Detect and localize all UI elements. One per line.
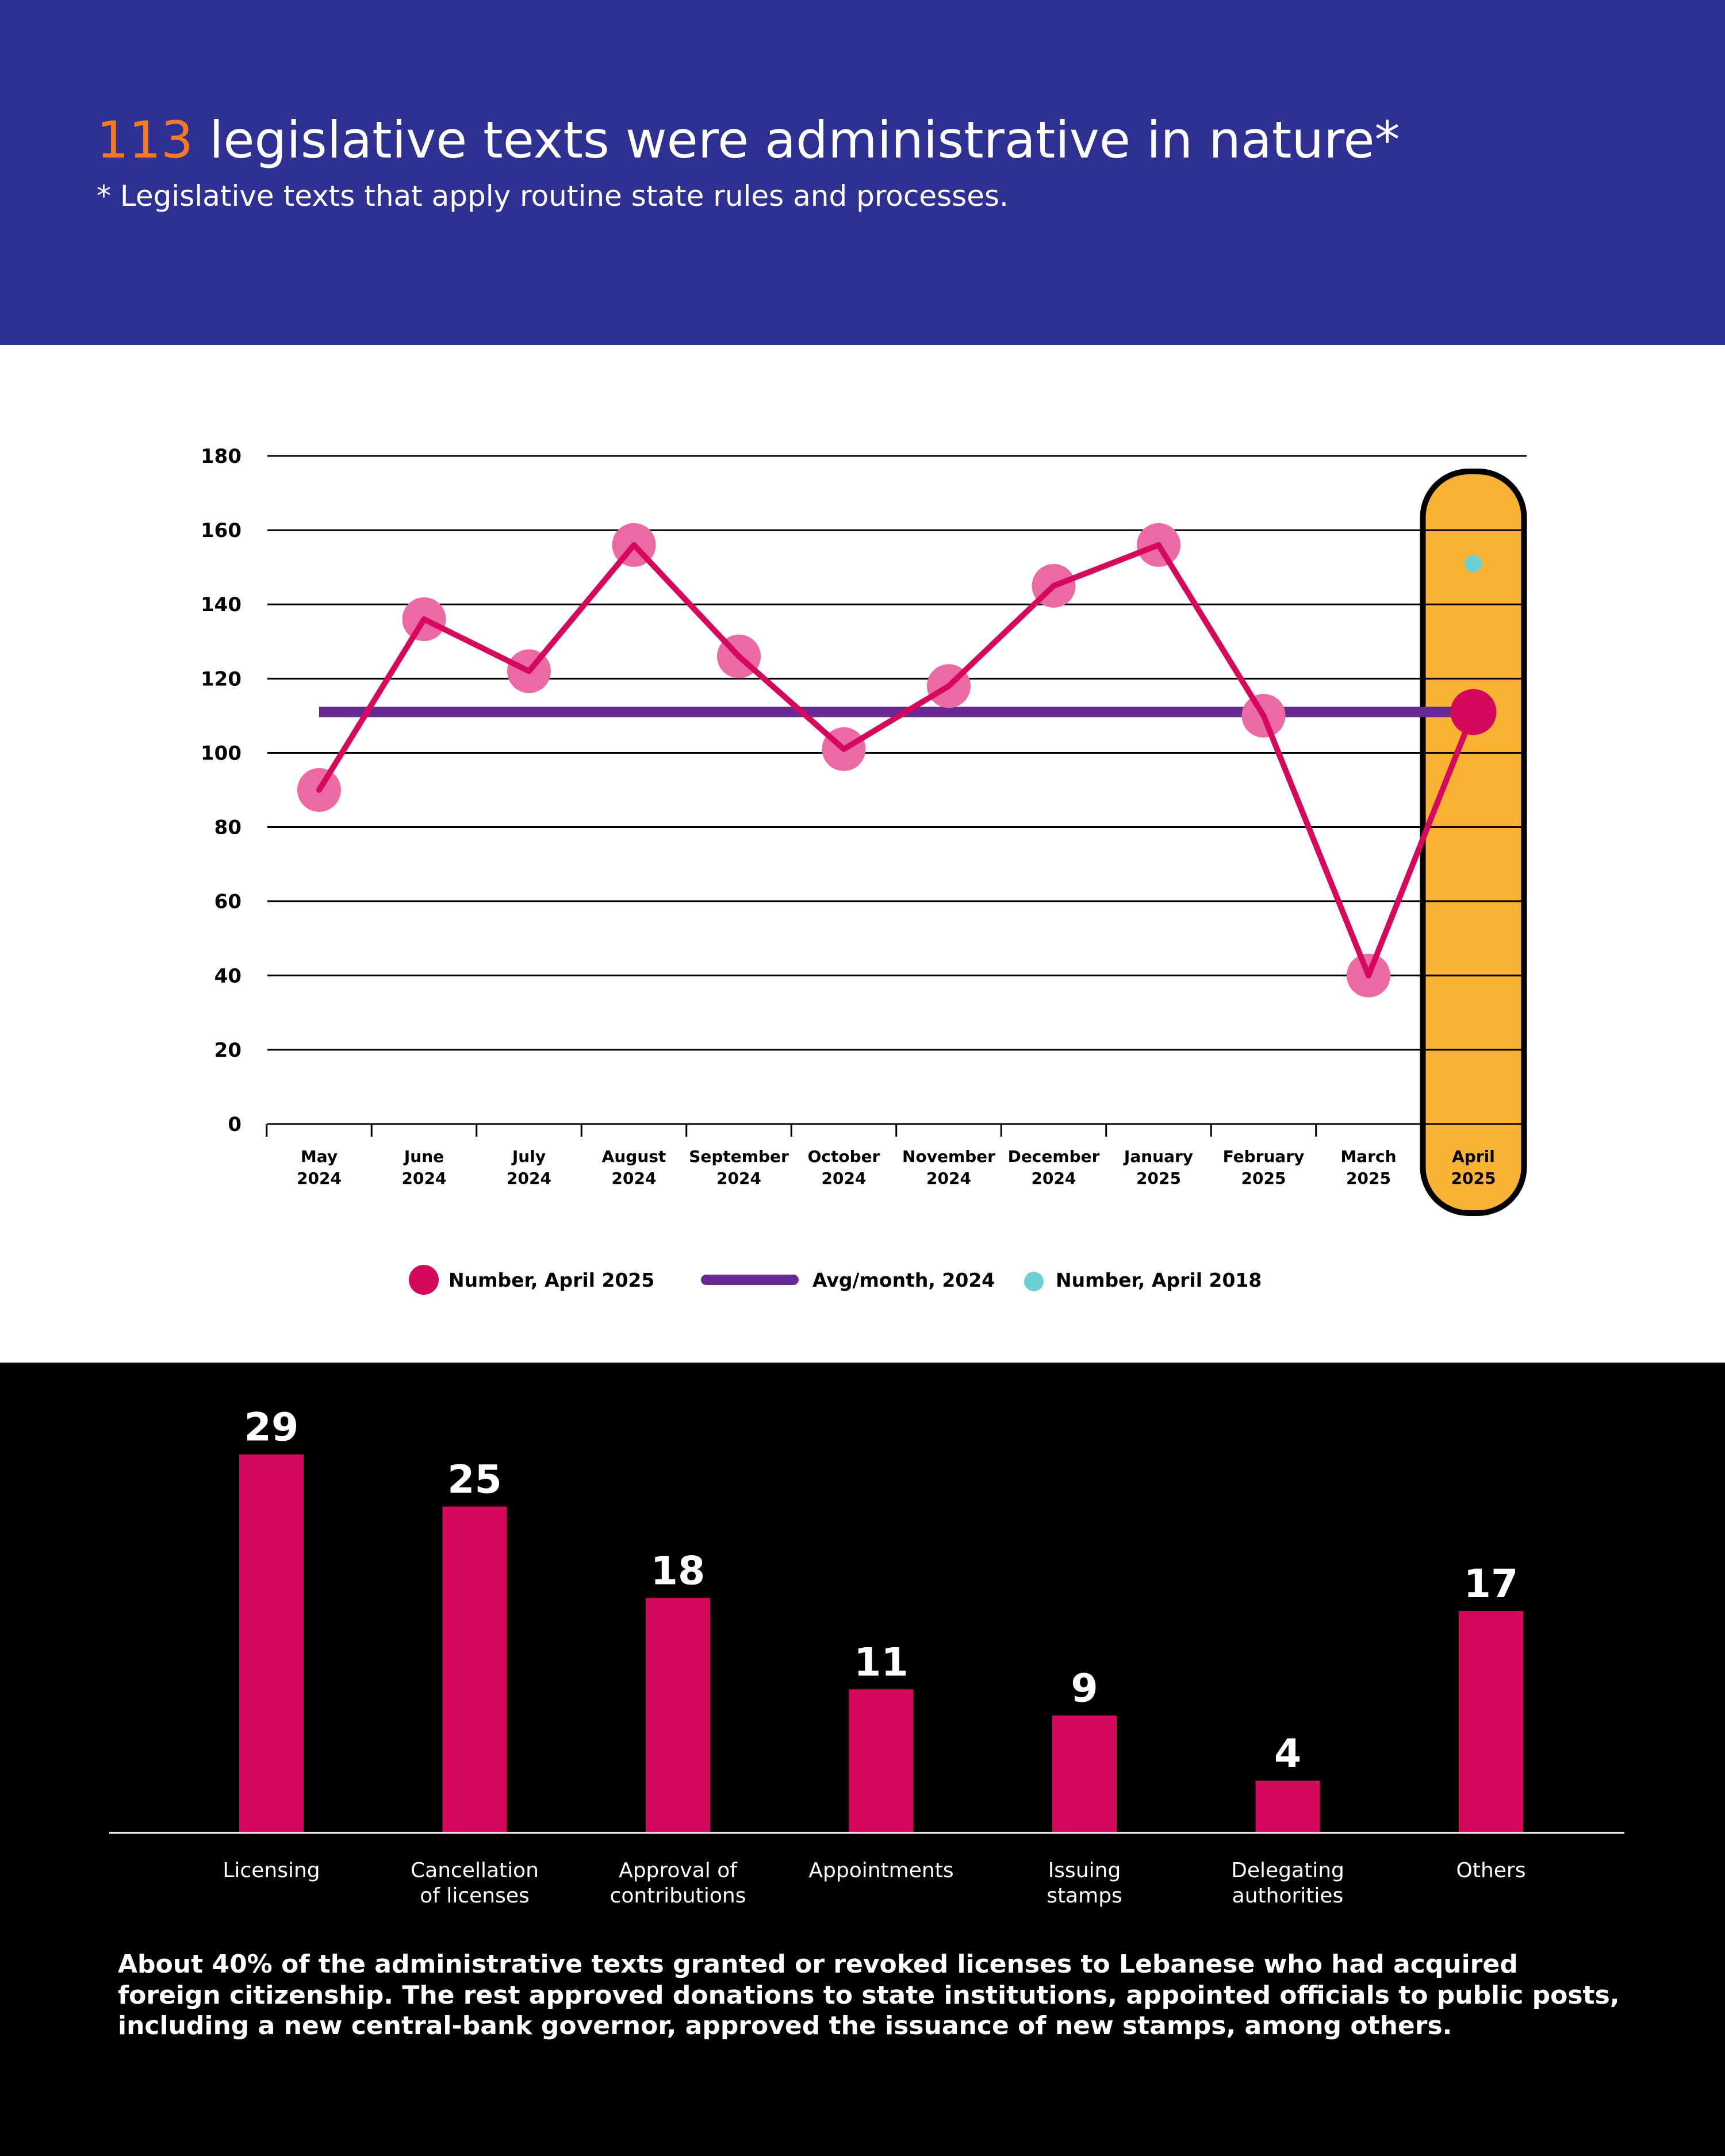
x-tick-label: October (808, 1147, 880, 1166)
y-tick-label: 20 (214, 1039, 241, 1062)
series-line (316, 542, 1477, 979)
x-tick-label: 2025 (1136, 1169, 1181, 1188)
x-tick-label: 2025 (1451, 1169, 1496, 1188)
x-tick-label: December (1008, 1147, 1100, 1166)
bar-value-label: 29 (244, 1405, 299, 1451)
highlight-capsule (1420, 469, 1527, 1216)
bar-value-label: 17 (1464, 1562, 1519, 1607)
page-title: 113 legislative texts were administrativ… (97, 110, 1400, 170)
legend-swatch-number-2025 (409, 1265, 439, 1295)
x-tick-label: November (902, 1147, 995, 1166)
legend-swatch-number-2018 (1024, 1272, 1044, 1291)
legend-label: Number, April 2018 (1056, 1269, 1262, 1291)
bar (1255, 1781, 1320, 1833)
bar (1459, 1611, 1523, 1833)
x-tick-label: 2024 (716, 1169, 761, 1188)
bar-category-label: Approval of (619, 1859, 738, 1882)
bar-value-label: 9 (1071, 1666, 1098, 1712)
bar-category-label: Issuing (1048, 1859, 1121, 1882)
x-tick-label: August (602, 1147, 666, 1166)
y-tick-label: 120 (201, 667, 241, 690)
bar-category-label: Delegating (1231, 1859, 1344, 1882)
bar-category-label: Appointments (808, 1859, 953, 1882)
data-point-april-2025 (1450, 689, 1497, 735)
y-tick-label: 0 (228, 1113, 241, 1136)
x-tick-label: March (1340, 1147, 1396, 1166)
legend-label: Avg/month, 2024 (812, 1269, 995, 1291)
y-tick-label: 180 (201, 445, 241, 468)
x-tick-label: February (1223, 1147, 1305, 1166)
bar (1052, 1715, 1117, 1833)
bar-category-label: Cancellation (411, 1859, 539, 1882)
bar (849, 1689, 914, 1833)
x-tick-label: January (1123, 1147, 1193, 1166)
x-tick-label: September (689, 1147, 789, 1166)
y-tick-label: 140 (201, 593, 241, 616)
x-tick-label: 2025 (1241, 1169, 1286, 1188)
bar-category-label: contributions (610, 1884, 746, 1908)
x-tick-label: 2025 (1346, 1169, 1391, 1188)
caption-text: About 40% of the administrative texts gr… (118, 1950, 1620, 2041)
bar-chart-section: 29 Licensing 25 Cancellation of licenses 18 Ap… (0, 1363, 1725, 2156)
y-tick-label: 80 (214, 816, 241, 839)
y-tick-label: 160 (201, 519, 241, 542)
x-tick-label: June (403, 1147, 444, 1166)
bar-value-label: 18 (651, 1548, 706, 1594)
bar (442, 1506, 507, 1833)
bar-category-label: stamps (1046, 1884, 1122, 1908)
bar (239, 1454, 304, 1833)
x-tick-label: 2024 (926, 1169, 971, 1188)
bar (646, 1598, 710, 1833)
title-number: 113 (97, 110, 193, 170)
x-tick-label: May (301, 1147, 338, 1166)
page-subtitle: * Legislative texts that apply routine s… (97, 179, 1009, 213)
bar-value-label: 25 (447, 1457, 502, 1503)
legend-label: Number, April 2025 (448, 1269, 654, 1291)
y-tick-label: 100 (201, 742, 241, 765)
x-tick-label: 2024 (612, 1169, 657, 1188)
x-tick-label: July (511, 1147, 546, 1166)
bar-category-label: Licensing (223, 1859, 320, 1882)
bar-category-label: authorities (1232, 1884, 1344, 1908)
data-point-april-2018 (1465, 555, 1482, 573)
bar-category-label: Others (1456, 1859, 1526, 1882)
x-tick-label: 2024 (507, 1169, 551, 1188)
title-text: legislative texts were administrative in… (193, 110, 1400, 170)
header-banner: 113 legislative texts were administrativ… (0, 0, 1725, 345)
x-tick-label: April (1452, 1147, 1495, 1166)
bar-value-label: 4 (1274, 1731, 1301, 1777)
bar-category-label: of licenses (420, 1884, 530, 1908)
x-tick-label: 2024 (402, 1169, 447, 1188)
x-tick-label: 2024 (822, 1169, 867, 1188)
x-tick-label: 2024 (1032, 1169, 1076, 1188)
line-chart-section: 0 20 40 60 80 100 120 140 160 180 May 2024 June 2024 J… (0, 345, 1725, 1363)
bar-value-label: 11 (854, 1640, 908, 1685)
x-tick-label: 2024 (297, 1169, 342, 1188)
y-tick-label: 40 (214, 965, 241, 988)
y-tick-label: 60 (214, 891, 241, 914)
line-chart: 0 20 40 60 80 100 120 140 160 180 May 2024 June 2024 J… (201, 445, 1527, 1295)
